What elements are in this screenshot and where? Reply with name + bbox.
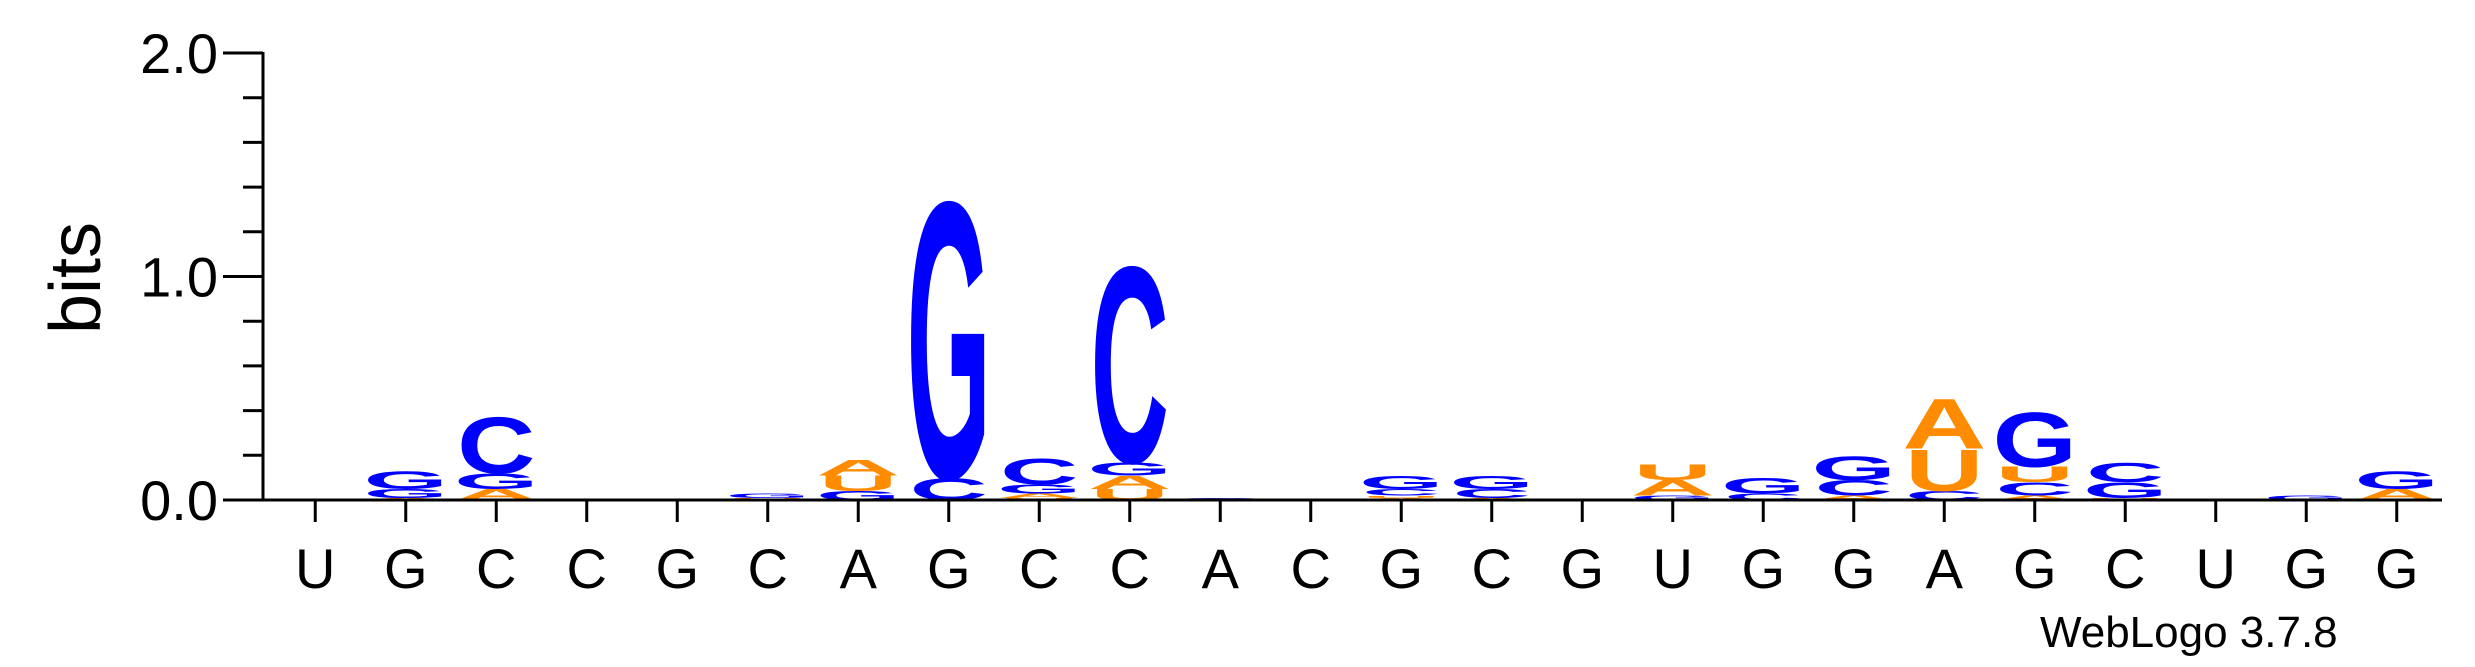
logo-letter-C: C	[1362, 487, 1440, 497]
x-tick-label: G	[2013, 537, 2057, 600]
x-tick-label: G	[1832, 537, 1876, 600]
y-tick-label: 1.0	[140, 246, 218, 309]
logo-position: AG	[2355, 466, 2439, 503]
logo-letter-C: C	[1724, 492, 1802, 502]
logo-letter-G: G	[364, 487, 448, 501]
x-tick-label: C	[2105, 537, 2145, 600]
logo-letter-G: G	[726, 492, 810, 499]
logo-letter-G: G	[1359, 472, 1443, 493]
logo-position: CG	[1721, 473, 1805, 502]
logo-letter-U: U	[1996, 462, 2074, 487]
logo-letter-C: C	[1815, 476, 1893, 501]
logo-letter-C: C	[457, 400, 535, 491]
logo-letter-U: U	[1634, 460, 1712, 485]
x-tick-label: U	[1653, 537, 1693, 600]
x-tick-label: U	[2196, 537, 2236, 600]
x-tick-label: U	[295, 537, 335, 600]
x-tick-label: G	[1741, 537, 1785, 600]
logo-letter-G: G	[907, 119, 991, 562]
logo-letter-G: G	[2355, 466, 2439, 494]
logo-position: ACG	[1812, 449, 1896, 501]
x-tick-label: C	[748, 537, 788, 600]
x-tick-label: C	[1019, 537, 1059, 600]
x-tick-label: G	[655, 537, 699, 600]
x-tick-label: A	[1926, 537, 1964, 600]
logo-position: CG	[907, 119, 991, 562]
logo-letter-C: C	[2086, 457, 2164, 489]
logo-letter-C: C	[1091, 209, 1169, 523]
x-tick-label: C	[1291, 537, 1331, 600]
logo-letter-G: G	[1450, 472, 1534, 493]
logo-letter-A: A	[816, 456, 900, 481]
x-tick-label: C	[476, 537, 516, 600]
x-tick-label: G	[384, 537, 428, 600]
x-tick-label: G	[2375, 537, 2419, 600]
logo-position: ACG	[1450, 472, 1534, 500]
logo-letter-U: U	[1362, 495, 1440, 498]
logo-position: UGC	[2083, 457, 2167, 503]
x-tick-label: G	[1379, 537, 1423, 600]
logo-stacks: AGGAGCUGGUACGUAGCUAGCGAUCGACGGAUCGACGCUA…	[364, 119, 2439, 562]
weblogo-credit: WebLogo 3.7.8	[2040, 608, 2338, 657]
logo-letter-G: G	[2083, 478, 2167, 503]
logo-letter-G: G	[1631, 494, 1715, 501]
logo-letter-G: G	[2264, 494, 2348, 501]
logo-position: GUA	[816, 456, 900, 503]
logo-letter-G: G	[1721, 473, 1805, 498]
logo-letter-C: C	[1996, 479, 2074, 500]
logo-letter-A: A	[1631, 476, 1715, 501]
y-axis-label: bits	[36, 222, 116, 334]
logo-position: AGG	[364, 466, 448, 500]
logo-letter-G: G	[1993, 397, 2077, 484]
y-tick-label: 0.0	[140, 469, 218, 532]
logo-letter-A: A	[997, 492, 1081, 499]
x-tick-label: G	[2284, 537, 2328, 600]
logo-letter-A: A	[1902, 384, 1986, 464]
logo-letter-A: A	[1993, 494, 2077, 501]
logo-letter-G: G	[997, 482, 1081, 496]
x-tick-label: G	[1560, 537, 1604, 600]
x-tick-label: A	[1202, 537, 1240, 600]
logo-position: GAU	[1631, 460, 1715, 501]
x-tick-label: C	[567, 537, 607, 600]
logo-position: CUA	[1902, 384, 1986, 504]
x-tick-label: A	[840, 537, 878, 600]
logo-letter-G: G	[1088, 459, 1172, 480]
logo-letter-C: C	[1000, 451, 1078, 493]
logo-letter-G: G	[1812, 449, 1896, 487]
logo-letter-U: U	[1905, 437, 1983, 504]
logo-letter-U: U	[819, 471, 897, 496]
logo-position: G	[2264, 494, 2348, 501]
y-tick-label: 2.0	[140, 22, 218, 85]
logo-letter-G: G	[364, 466, 448, 494]
logo-letter-A: A	[1088, 472, 1172, 493]
logo-position: AGC	[454, 400, 538, 503]
logo-letter-C: C	[1453, 487, 1531, 501]
y-axis: 0.0 1.0 2.0	[140, 22, 265, 532]
logo-letter-A: A	[1812, 494, 1896, 501]
x-tick-label: G	[927, 537, 971, 600]
logo-letter-G: G	[454, 469, 538, 494]
sequence-logo-chart: 0.01.02.0 AGGAGCUGGUACGUAGCUAGCGAUCGACGG…	[36, 22, 2442, 600]
x-tick-label: C	[1110, 537, 1150, 600]
x-tick-label: C	[1472, 537, 1512, 600]
